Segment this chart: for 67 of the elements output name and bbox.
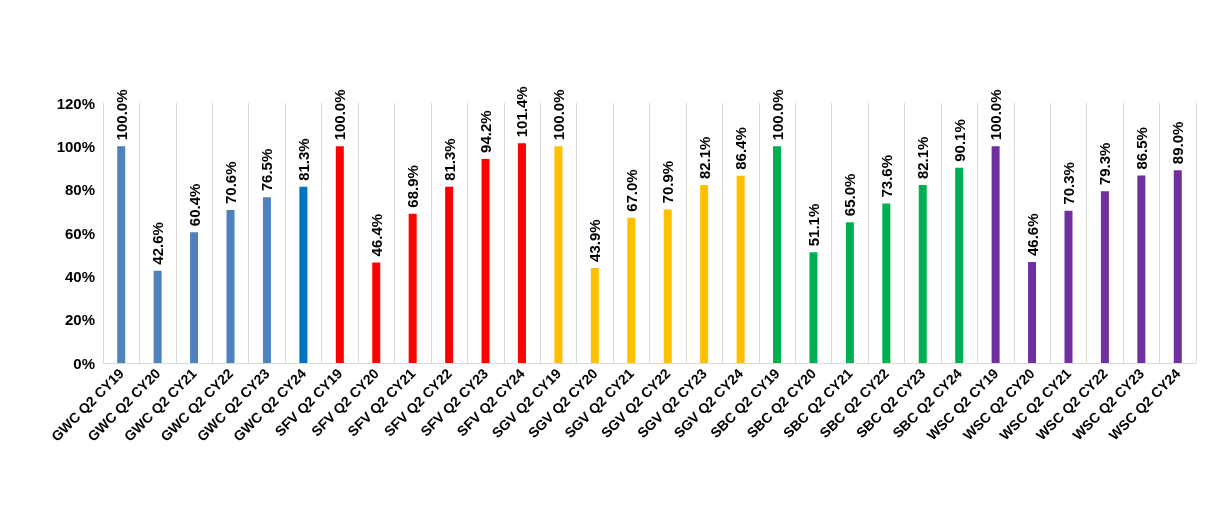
bar [299, 186, 308, 363]
y-tick-label: 60% [64, 224, 95, 242]
data-label: 70.6% [222, 161, 240, 205]
data-label: 86.4% [732, 127, 750, 170]
bar [773, 146, 782, 363]
bar [481, 158, 490, 363]
data-label: 101.4% [513, 86, 531, 138]
bar [809, 252, 818, 363]
bar [663, 209, 672, 363]
bar [117, 146, 126, 363]
bar [736, 175, 745, 363]
data-label: 100.0% [987, 89, 1005, 141]
data-label: 51.1% [804, 203, 822, 247]
bar [1173, 170, 1182, 363]
bar [955, 167, 964, 363]
bar [1137, 175, 1146, 363]
data-label: 86.5% [1132, 127, 1150, 170]
data-label: 100.0% [112, 89, 130, 141]
y-tick-label: 40% [64, 267, 95, 285]
y-tick-label: 80% [64, 181, 95, 199]
y-tick-label: 120% [56, 94, 95, 112]
bar [700, 185, 709, 363]
bar [991, 146, 1000, 363]
data-label: 82.1% [695, 136, 713, 180]
data-label: 90.1% [950, 119, 968, 162]
bar [845, 222, 854, 363]
bar [190, 232, 199, 363]
data-label: 67.0% [622, 169, 640, 212]
data-label: 46.6% [1023, 213, 1041, 257]
bar [1028, 262, 1037, 363]
bar [408, 213, 417, 363]
data-label: 65.0% [841, 173, 859, 217]
data-label: 82.1% [914, 136, 932, 180]
y-tick-label: 100% [56, 137, 95, 155]
bar [554, 146, 563, 363]
data-label: 81.3% [440, 138, 458, 181]
bar [262, 197, 271, 363]
bar [590, 267, 599, 363]
data-label: 81.3% [294, 138, 312, 181]
data-label: 46.4% [367, 213, 385, 257]
data-label: 94.2% [477, 110, 495, 153]
bar [627, 217, 636, 363]
bar [335, 146, 344, 363]
bar [372, 262, 381, 363]
data-label: 100.0% [331, 89, 349, 141]
data-label: 70.3% [1059, 162, 1077, 205]
bar [226, 210, 235, 363]
data-label: 79.3% [1096, 142, 1114, 186]
data-label: 43.9% [586, 219, 604, 262]
bar [882, 203, 891, 363]
bar [918, 185, 927, 363]
data-label: 100.0% [768, 89, 786, 141]
data-label: 89.0% [1169, 121, 1187, 165]
y-tick-label: 20% [64, 311, 95, 329]
bar [445, 186, 454, 363]
bar [1064, 210, 1073, 363]
data-label: 76.5% [258, 148, 276, 192]
data-label: 70.9% [659, 160, 677, 204]
bar [153, 270, 162, 363]
data-label: 42.6% [149, 222, 167, 265]
y-tick-label: 0% [73, 354, 95, 372]
data-label: 60.4% [185, 183, 203, 227]
data-label: 100.0% [549, 89, 567, 141]
data-label: 73.6% [877, 154, 895, 198]
bar [1100, 191, 1109, 363]
data-label: 68.9% [404, 165, 422, 208]
bar [517, 143, 526, 363]
